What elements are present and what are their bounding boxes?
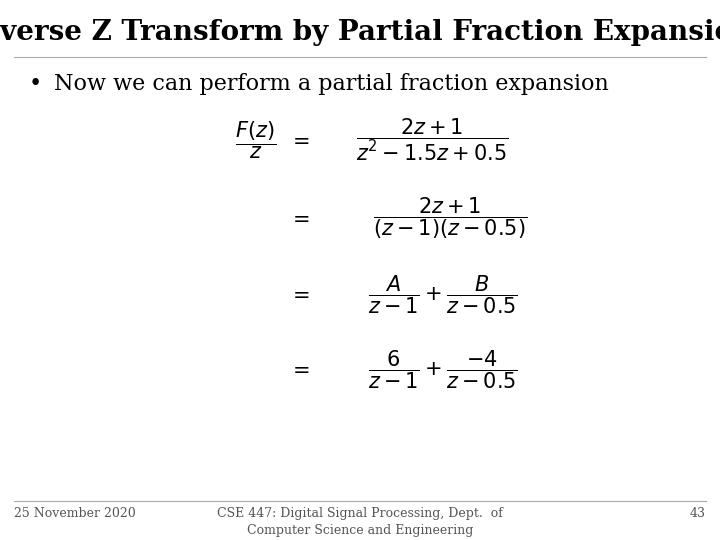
Text: 43: 43 [690, 507, 706, 519]
Text: CSE 447: Digital Signal Processing, Dept.  of
Computer Science and Engineering: CSE 447: Digital Signal Processing, Dept… [217, 507, 503, 537]
Text: $\dfrac{F(z)}{z}$: $\dfrac{F(z)}{z}$ [235, 120, 276, 161]
Text: $=$: $=$ [288, 209, 310, 228]
Text: Now we can perform a partial fraction expansion: Now we can perform a partial fraction ex… [54, 73, 608, 95]
Text: $=$: $=$ [288, 131, 310, 150]
Text: $\dfrac{2z+1}{(z-1)(z-0.5)}$: $\dfrac{2z+1}{(z-1)(z-0.5)}$ [373, 196, 527, 241]
Text: $=$: $=$ [288, 285, 310, 304]
Text: •: • [29, 73, 42, 95]
Text: $\dfrac{6}{z-1}+\dfrac{-4}{z-0.5}$: $\dfrac{6}{z-1}+\dfrac{-4}{z-0.5}$ [368, 349, 518, 391]
Text: $=$: $=$ [288, 360, 310, 380]
Text: Inverse Z Transform by Partial Fraction Expansion: Inverse Z Transform by Partial Fraction … [0, 19, 720, 46]
Text: 25 November 2020: 25 November 2020 [14, 507, 136, 519]
Text: $\dfrac{2z+1}{z^{2}-1.5z+0.5}$: $\dfrac{2z+1}{z^{2}-1.5z+0.5}$ [356, 117, 508, 164]
Text: $\dfrac{A}{z-1}+\dfrac{B}{z-0.5}$: $\dfrac{A}{z-1}+\dfrac{B}{z-0.5}$ [368, 273, 518, 315]
